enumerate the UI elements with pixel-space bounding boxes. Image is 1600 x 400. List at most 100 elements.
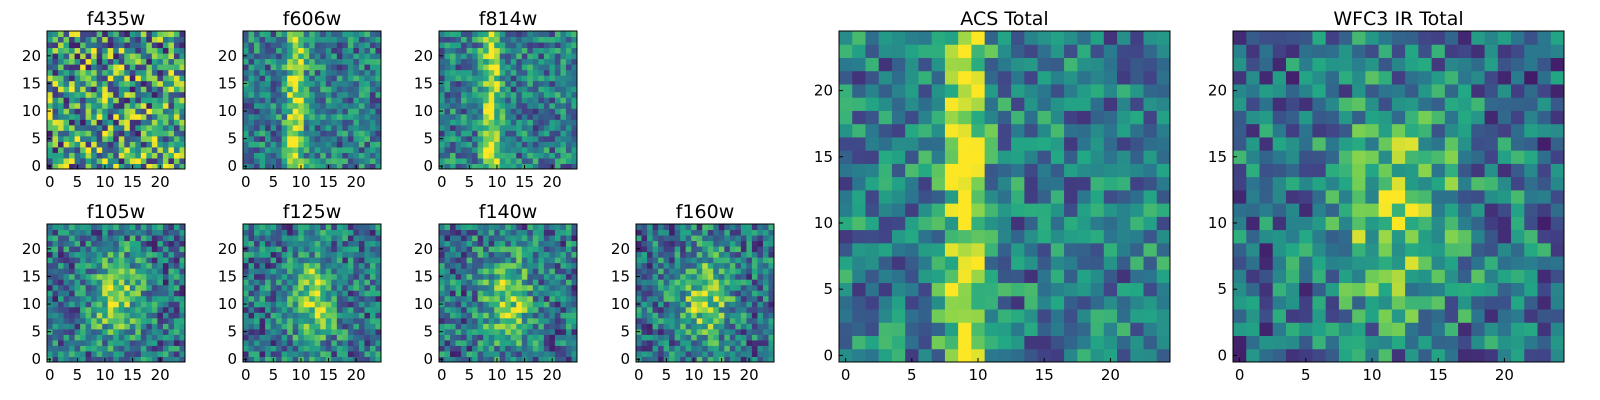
f160w-frame: [635, 223, 775, 363]
heatmap-cell: [157, 251, 164, 258]
heatmap-cell: [314, 334, 321, 341]
heatmap-cell: [762, 356, 769, 363]
heatmap-cell: [91, 301, 98, 308]
heatmap-cell: [243, 102, 250, 109]
heatmap-cell: [292, 42, 299, 49]
heatmap-cell: [74, 246, 81, 253]
heatmap-cell: [538, 257, 545, 264]
heatmap-cell: [52, 328, 59, 335]
heatmap-cell: [96, 42, 103, 49]
heatmap-cell: [466, 334, 473, 341]
heatmap-cell: [74, 42, 81, 49]
heatmap-cell: [140, 97, 147, 104]
heatmap-cell: [839, 242, 853, 257]
heatmap-cell: [347, 124, 354, 131]
heatmap-cell: [549, 312, 556, 319]
heatmap-cell: [984, 309, 999, 323]
heatmap-cell: [298, 240, 305, 247]
heatmap-cell: [52, 141, 59, 148]
heatmap-cell: [358, 356, 365, 363]
heatmap-cell: [331, 157, 338, 164]
heatmap-cell: [342, 317, 349, 324]
heatmap-cell: [450, 224, 457, 231]
heatmap-cell: [1103, 269, 1118, 284]
heatmap-cell: [729, 229, 736, 236]
heatmap-cell: [455, 246, 462, 253]
heatmap-cell: [505, 257, 512, 264]
heatmap-cell: [466, 69, 473, 76]
heatmap-cell: [96, 97, 103, 104]
heatmap-cell: [450, 91, 457, 98]
heatmap-cell: [762, 235, 769, 242]
heatmap-cell: [309, 124, 316, 131]
heatmap-cell: [658, 306, 665, 313]
heatmap-cell: [505, 317, 512, 324]
heatmap-cell: [140, 229, 147, 236]
heatmap-cell: [118, 290, 125, 297]
heatmap-cell: [636, 268, 643, 275]
x-tick-label: 15: [123, 366, 142, 384]
heatmap-cell: [107, 163, 114, 170]
heatmap-cell: [455, 113, 462, 120]
heatmap-cell: [527, 64, 534, 71]
heatmap-cell: [375, 334, 382, 341]
heatmap-cell: [713, 257, 720, 264]
heatmap-cell: [140, 130, 147, 137]
heatmap-cell: [488, 301, 495, 308]
heatmap-cell: [179, 97, 186, 104]
heatmap-cell: [58, 163, 65, 170]
heatmap-cell: [364, 31, 371, 38]
heatmap-cell: [444, 108, 451, 115]
heatmap-cell: [674, 356, 681, 363]
heatmap-cell: [971, 229, 986, 244]
heatmap-cell: [707, 295, 714, 302]
heatmap-cell: [466, 268, 473, 275]
heatmap-cell: [494, 91, 501, 98]
heatmap-cell: [52, 86, 59, 93]
heatmap-cell: [287, 152, 294, 159]
heatmap-cell: [652, 306, 659, 313]
heatmap-cell: [571, 86, 578, 93]
heatmap-cell: [505, 339, 512, 346]
heatmap-cell: [96, 334, 103, 341]
heatmap-cell: [157, 102, 164, 109]
heatmap-cell: [891, 242, 906, 257]
heatmap-cell: [1103, 295, 1118, 310]
heatmap-cell: [549, 58, 556, 65]
heatmap-cell: [102, 284, 109, 291]
heatmap-cell: [74, 262, 81, 269]
heatmap-cell: [91, 91, 98, 98]
heatmap-cell: [331, 284, 338, 291]
heatmap-cell: [58, 86, 65, 93]
heatmap-cell: [162, 279, 169, 286]
heatmap-cell: [140, 284, 147, 291]
heatmap-cell: [1050, 322, 1065, 337]
heatmap-cell: [499, 356, 506, 363]
heatmap-cell: [931, 348, 946, 363]
heatmap-cell: [543, 312, 550, 319]
heatmap-cell: [85, 284, 92, 291]
heatmap-cell: [543, 53, 550, 60]
heatmap-cell: [466, 257, 473, 264]
heatmap-cell: [1024, 203, 1039, 217]
heatmap-cell: [369, 268, 376, 275]
heatmap-cell: [74, 317, 81, 324]
heatmap-cell: [353, 251, 360, 258]
heatmap-cell: [124, 257, 131, 264]
heatmap-cell: [375, 279, 382, 286]
heatmap-cell: [179, 119, 186, 126]
heatmap-cell: [298, 47, 305, 54]
heatmap-cell: [63, 235, 70, 242]
heatmap-cell: [483, 295, 490, 302]
heatmap-cell: [342, 229, 349, 236]
heatmap-cell: [1050, 189, 1065, 204]
heatmap-cell: [259, 224, 266, 231]
heatmap-cell: [276, 124, 283, 131]
heatmap-cell: [762, 317, 769, 324]
heatmap-cell: [254, 257, 261, 264]
heatmap-cell: [151, 356, 158, 363]
heatmap-cell: [364, 91, 371, 98]
heatmap-cell: [320, 246, 327, 253]
heatmap-cell: [450, 328, 457, 335]
heatmap-cell: [281, 124, 288, 131]
